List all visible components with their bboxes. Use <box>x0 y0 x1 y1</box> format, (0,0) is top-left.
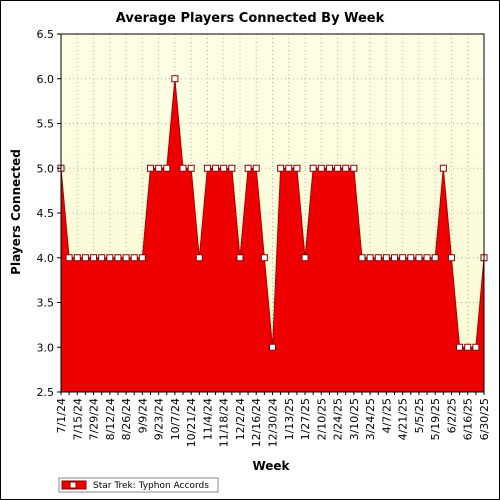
data-point <box>342 164 350 172</box>
data-point <box>81 254 89 262</box>
legend: Star Trek: Typhon Accords <box>58 477 219 493</box>
data-point <box>220 164 228 172</box>
y-tick-label: 6.0 <box>37 73 55 86</box>
legend-box <box>58 477 219 493</box>
data-point <box>179 164 187 172</box>
data-point <box>334 164 342 172</box>
y-tick-label: 4.5 <box>37 207 55 220</box>
x-tick-label: 5/19/25 <box>429 398 442 440</box>
data-point <box>114 254 122 262</box>
data-point <box>374 254 382 262</box>
data-point <box>391 254 399 262</box>
data-point <box>472 343 480 351</box>
data-point <box>439 164 447 172</box>
x-tick-label: 11/4/24 <box>201 398 214 440</box>
data-point <box>106 254 114 262</box>
data-point <box>236 254 244 262</box>
x-tick-label: 6/2/25 <box>445 398 458 433</box>
data-point <box>366 254 374 262</box>
x-tick-label: 6/30/25 <box>478 398 491 440</box>
data-point <box>431 254 439 262</box>
data-point <box>130 254 138 262</box>
x-tick-label: 4/7/25 <box>380 398 393 433</box>
legend-entry: Star Trek: Typhon Accords <box>93 481 209 491</box>
data-point <box>309 164 317 172</box>
x-tick-label: 7/29/24 <box>88 398 101 440</box>
y-tick-label: 3.5 <box>37 297 55 310</box>
x-tick-label: 9/9/24 <box>136 398 149 433</box>
x-tick-label: 6/16/25 <box>462 398 475 440</box>
data-point <box>358 254 366 262</box>
data-point <box>212 164 220 172</box>
x-tick-label: 4/21/25 <box>397 398 410 440</box>
data-point <box>447 254 455 262</box>
x-tick-label: 3/10/25 <box>348 398 361 440</box>
data-point <box>464 343 472 351</box>
data-point <box>146 164 154 172</box>
data-point <box>415 254 423 262</box>
x-tick-label: 7/1/24 <box>55 398 68 433</box>
x-tick-label: 8/26/24 <box>120 398 133 440</box>
data-point <box>252 164 260 172</box>
x-tick-label: 11/18/24 <box>218 398 231 447</box>
data-point <box>293 164 301 172</box>
data-point <box>195 254 203 262</box>
data-point <box>285 164 293 172</box>
data-point <box>244 164 252 172</box>
data-point <box>317 164 325 172</box>
x-tick-label: 5/5/25 <box>413 398 426 433</box>
data-point <box>187 164 195 172</box>
y-tick-label: 3.0 <box>37 341 55 354</box>
data-point <box>163 164 171 172</box>
data-point <box>90 254 98 262</box>
data-point <box>277 164 285 172</box>
data-point <box>350 164 358 172</box>
y-tick-label: 4.0 <box>37 252 55 265</box>
data-point <box>98 254 106 262</box>
y-tick-label: 2.5 <box>37 386 55 399</box>
data-point <box>456 343 464 351</box>
x-tick-label: 12/2/24 <box>234 398 247 440</box>
data-point <box>65 254 73 262</box>
x-tick-label: 2/24/25 <box>332 398 345 440</box>
x-tick-label: 1/27/25 <box>299 398 312 440</box>
data-point <box>325 164 333 172</box>
data-point <box>269 343 276 351</box>
data-point <box>399 254 407 262</box>
chart-title: Average Players Connected By Week <box>116 11 385 26</box>
data-point <box>260 254 268 262</box>
legend-marker <box>69 481 77 489</box>
data-point <box>407 254 415 262</box>
data-point <box>301 254 309 262</box>
data-point <box>171 75 179 83</box>
x-axis-label: Week <box>252 459 290 473</box>
data-point <box>228 164 236 172</box>
y-tick-label: 5.5 <box>37 118 55 131</box>
data-point <box>423 254 431 262</box>
data-point <box>155 164 163 172</box>
y-tick-label: 6.5 <box>37 28 55 41</box>
x-tick-label: 7/15/24 <box>71 398 84 440</box>
x-tick-label: 9/23/24 <box>153 398 166 440</box>
series-area <box>61 78 484 392</box>
x-tick-label: 12/30/24 <box>267 398 280 447</box>
x-tick-label: 12/16/24 <box>250 398 263 447</box>
x-tick-label: 3/24/25 <box>364 398 377 440</box>
y-tick-label: 5.0 <box>37 162 55 175</box>
x-tick-label: 10/21/24 <box>185 398 198 447</box>
data-point <box>122 254 130 262</box>
data-point <box>382 254 390 262</box>
x-tick-label: 1/13/25 <box>283 398 296 440</box>
data-point <box>73 254 81 262</box>
data-point <box>138 254 146 262</box>
y-axis-label: Players Connected <box>9 149 23 275</box>
x-tick-label: 10/7/24 <box>169 398 182 440</box>
x-tick-label: 8/12/24 <box>104 398 117 440</box>
data-point <box>203 164 211 172</box>
x-tick-label: 2/10/25 <box>315 398 328 440</box>
